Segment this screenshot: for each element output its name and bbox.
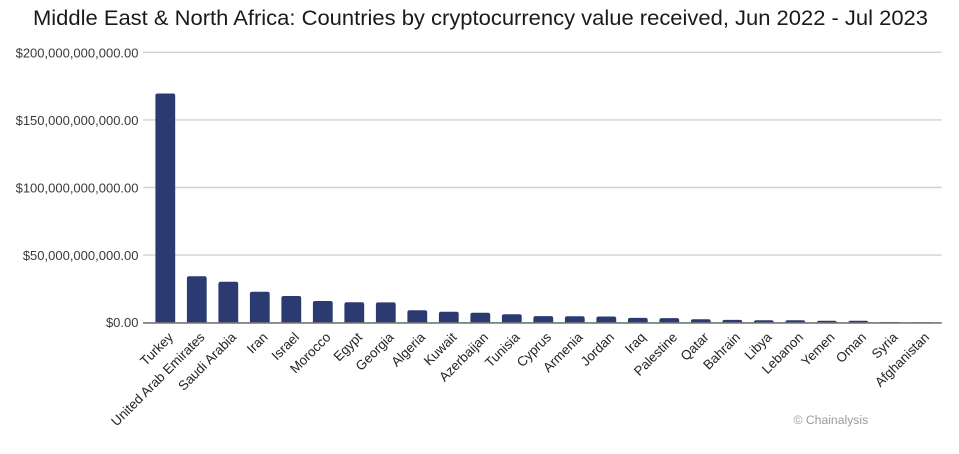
svg-text:$100,000,000,000.00: $100,000,000,000.00 <box>16 181 139 196</box>
svg-text:$150,000,000,000.00: $150,000,000,000.00 <box>16 113 139 128</box>
svg-text:$0.00: $0.00 <box>106 315 139 330</box>
svg-text:Middle East & North Africa: Co: Middle East & North Africa: Countries by… <box>33 7 928 30</box>
svg-text:© Chainalysis: © Chainalysis <box>794 413 869 427</box>
svg-text:$50,000,000,000.00: $50,000,000,000.00 <box>23 248 139 263</box>
svg-text:$200,000,000,000.00: $200,000,000,000.00 <box>16 45 139 60</box>
